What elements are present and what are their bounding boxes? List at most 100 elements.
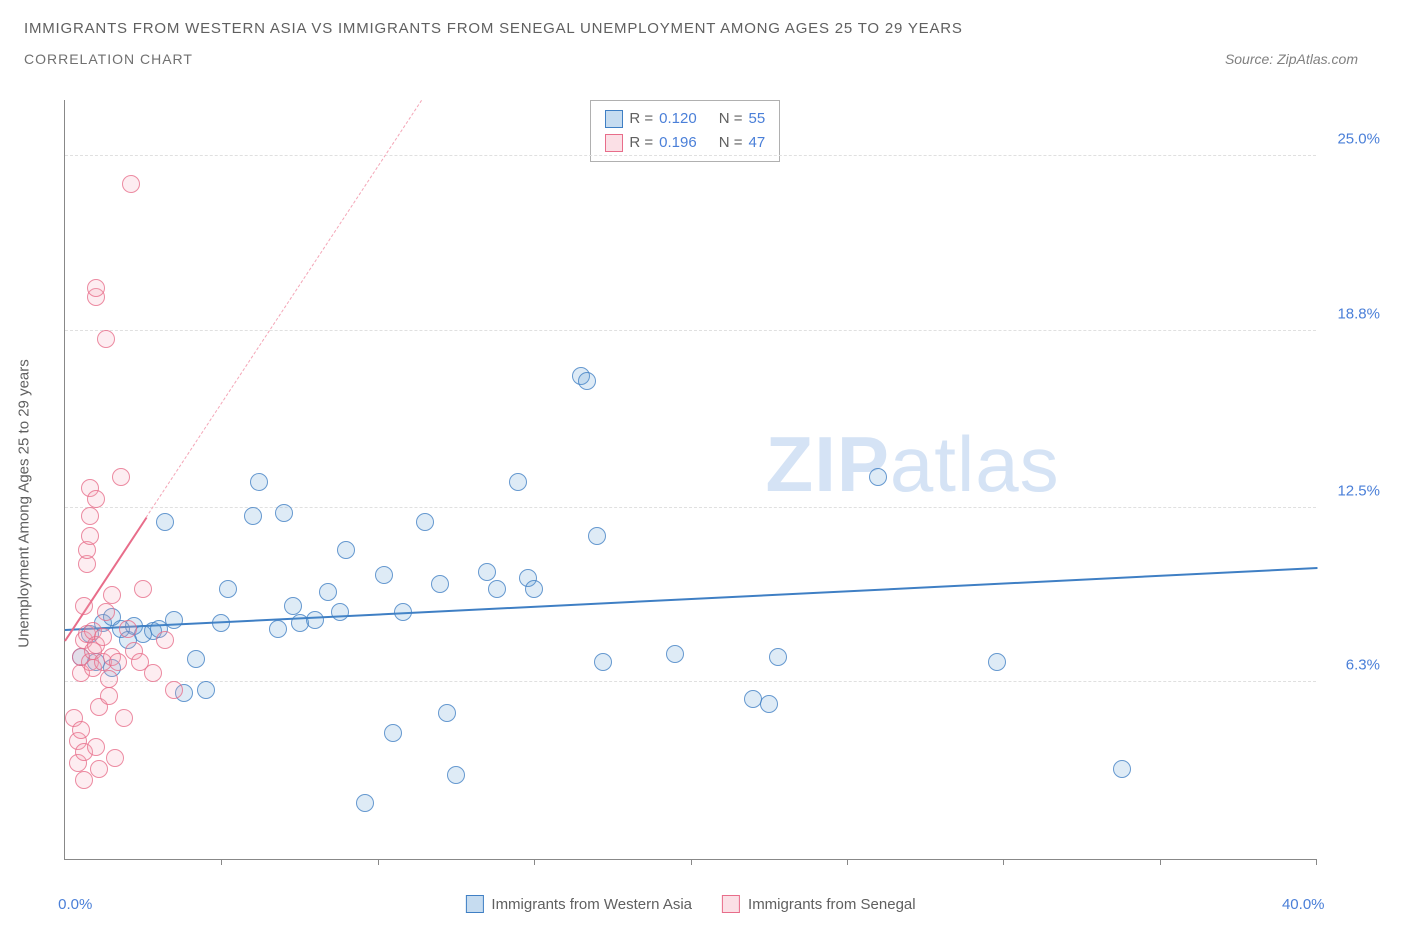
scatter-point (447, 766, 465, 784)
scatter-point (81, 527, 99, 545)
legend-row: R = 0.196 N = 47 (605, 131, 765, 155)
scatter-point (97, 330, 115, 348)
scatter-point (588, 527, 606, 545)
x-tick (691, 859, 692, 865)
scatter-point (438, 704, 456, 722)
scatter-point (75, 771, 93, 789)
plot-area: ZIPatlas R = 0.120N = 55R = 0.196N = 47 … (64, 100, 1316, 860)
subheader-row: CORRELATION CHART Source: ZipAtlas.com (24, 51, 1382, 67)
x-tick (221, 859, 222, 865)
scatter-point (134, 580, 152, 598)
legend-swatch (605, 110, 623, 128)
legend-swatch (722, 895, 740, 913)
scatter-point (284, 597, 302, 615)
legend-n-value: 47 (748, 131, 765, 155)
series-legend-label: Immigrants from Senegal (748, 896, 916, 913)
scatter-point (219, 580, 237, 598)
gridline-horizontal (65, 155, 1316, 156)
scatter-point (244, 507, 262, 525)
scatter-point (375, 566, 393, 584)
trend-line (65, 567, 1317, 631)
legend-swatch (465, 895, 483, 913)
scatter-point (87, 490, 105, 508)
scatter-point (144, 664, 162, 682)
scatter-point (100, 687, 118, 705)
scatter-point (165, 681, 183, 699)
scatter-point (165, 611, 183, 629)
scatter-point (306, 611, 324, 629)
scatter-point (87, 738, 105, 756)
scatter-point (275, 504, 293, 522)
scatter-point (478, 563, 496, 581)
y-tick-label: 18.8% (1337, 305, 1380, 322)
legend-swatch (605, 134, 623, 152)
scatter-point (156, 631, 174, 649)
y-tick-label: 12.5% (1337, 482, 1380, 499)
header: IMMIGRANTS FROM WESTERN ASIA VS IMMIGRAN… (0, 0, 1406, 67)
scatter-point (269, 620, 287, 638)
series-legend-item: Immigrants from Senegal (722, 895, 916, 913)
scatter-point (212, 614, 230, 632)
gridline-horizontal (65, 681, 1316, 682)
scatter-point (197, 681, 215, 699)
legend-n-value: 55 (748, 107, 765, 131)
y-axis-label: Unemployment Among Ages 25 to 29 years (16, 359, 33, 648)
y-tick-label: 6.3% (1346, 656, 1380, 673)
scatter-point (1113, 760, 1131, 778)
scatter-point (431, 575, 449, 593)
scatter-point (75, 597, 93, 615)
scatter-point (72, 721, 90, 739)
legend-n-label: N = (719, 107, 743, 131)
scatter-point (594, 653, 612, 671)
scatter-point (187, 650, 205, 668)
x-tick (1316, 859, 1317, 865)
scatter-point (869, 468, 887, 486)
scatter-point (94, 628, 112, 646)
series-legend: Immigrants from Western Asia Immigrants f… (465, 895, 915, 913)
x-tick (1160, 859, 1161, 865)
x-tick (534, 859, 535, 865)
scatter-point (122, 175, 140, 193)
scatter-point (416, 513, 434, 531)
chart-container: Unemployment Among Ages 25 to 29 years Z… (54, 100, 1386, 890)
legend-row: R = 0.120N = 55 (605, 107, 765, 131)
scatter-point (97, 603, 115, 621)
gridline-horizontal (65, 330, 1316, 331)
correlation-legend: R = 0.120 N = 55R = 0.196 N = 47 (590, 100, 780, 162)
legend-n-label: N = (719, 131, 743, 155)
scatter-point (760, 695, 778, 713)
series-legend-item: Immigrants from Western Asia (465, 895, 692, 913)
scatter-point (331, 603, 349, 621)
scatter-point (769, 648, 787, 666)
scatter-point (988, 653, 1006, 671)
legend-r-label: R = (629, 131, 653, 155)
scatter-point (356, 794, 374, 812)
scatter-point (384, 724, 402, 742)
x-tick (378, 859, 379, 865)
scatter-point (90, 760, 108, 778)
scatter-point (109, 653, 127, 671)
scatter-point (119, 620, 137, 638)
scatter-point (156, 513, 174, 531)
x-tick-label: 40.0% (1282, 896, 1325, 913)
scatter-point (337, 541, 355, 559)
scatter-point (319, 583, 337, 601)
scatter-point (112, 468, 130, 486)
scatter-point (106, 749, 124, 767)
scatter-point (525, 580, 543, 598)
scatter-point (250, 473, 268, 491)
scatter-point (115, 709, 133, 727)
scatter-point (87, 279, 105, 297)
scatter-point (100, 670, 118, 688)
x-tick (847, 859, 848, 865)
watermark-bold: ZIP (766, 420, 890, 508)
scatter-point (666, 645, 684, 663)
scatter-point (509, 473, 527, 491)
legend-r-value: 0.196 (659, 131, 697, 155)
scatter-point (394, 603, 412, 621)
x-tick-label: 0.0% (58, 896, 92, 913)
legend-r-value: 0.120 (659, 107, 697, 131)
scatter-point (488, 580, 506, 598)
series-legend-label: Immigrants from Western Asia (491, 896, 692, 913)
watermark: ZIPatlas (766, 419, 1060, 510)
